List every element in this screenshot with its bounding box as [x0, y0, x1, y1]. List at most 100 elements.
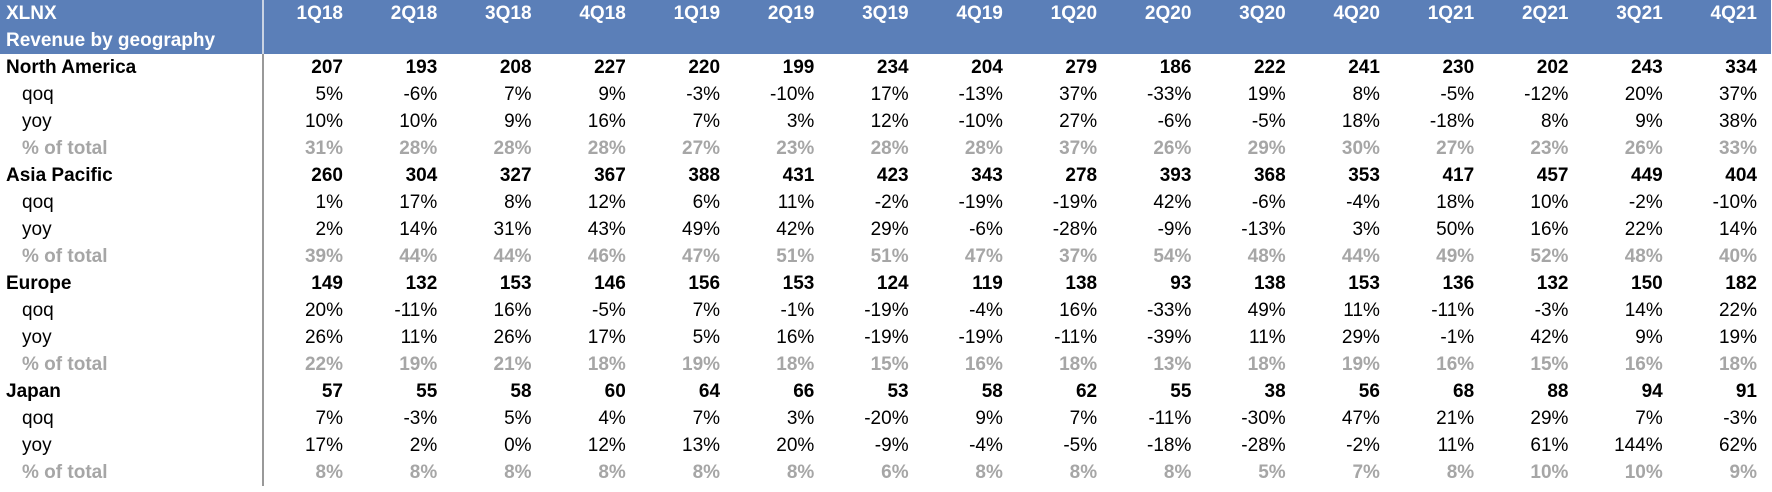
value-cell[interactable]: 33%: [1718, 138, 1757, 159]
value-cell[interactable]: -19%: [958, 327, 1003, 348]
value-cell[interactable]: 16%: [1059, 300, 1098, 321]
value-cell[interactable]: -30%: [1241, 408, 1286, 429]
value-cell[interactable]: 53: [887, 381, 909, 402]
value-cell[interactable]: 37%: [1059, 138, 1098, 159]
ticker-cell[interactable]: XLNX: [0, 0, 264, 27]
value-cell[interactable]: -4%: [1346, 192, 1380, 213]
value-cell[interactable]: 60: [604, 381, 626, 402]
section-title-cell[interactable]: Revenue by geography: [0, 27, 264, 54]
value-cell[interactable]: 44%: [493, 246, 532, 267]
value-cell[interactable]: 230: [1442, 57, 1475, 78]
value-cell[interactable]: 44%: [1341, 246, 1380, 267]
value-cell[interactable]: 222: [1253, 57, 1286, 78]
value-cell[interactable]: -28%: [1241, 435, 1286, 456]
value-cell[interactable]: 227: [594, 57, 626, 78]
value-cell[interactable]: 138: [1065, 273, 1098, 294]
value-cell[interactable]: 2%: [409, 435, 438, 456]
row-label-cell[interactable]: yoy: [0, 432, 264, 459]
value-cell[interactable]: 16%: [776, 327, 815, 348]
value-cell[interactable]: 6%: [881, 462, 909, 483]
value-cell[interactable]: -33%: [1147, 84, 1192, 105]
value-cell[interactable]: 66: [793, 381, 815, 402]
value-cell[interactable]: 46%: [587, 246, 626, 267]
value-cell[interactable]: 0%: [504, 435, 532, 456]
value-cell[interactable]: 26%: [1153, 138, 1192, 159]
row-label-cell[interactable]: yoy: [0, 216, 264, 243]
value-cell[interactable]: -10%: [958, 111, 1003, 132]
value-cell[interactable]: 29%: [1530, 408, 1569, 429]
quarter-header-cell[interactable]: 1Q21: [1393, 0, 1489, 27]
value-cell[interactable]: -9%: [874, 435, 909, 456]
row-label-cell[interactable]: yoy: [0, 324, 264, 351]
value-cell[interactable]: 19%: [1247, 84, 1286, 105]
value-cell[interactable]: 7%: [692, 408, 721, 429]
value-cell[interactable]: 207: [311, 57, 343, 78]
value-cell[interactable]: 12%: [587, 192, 626, 213]
value-cell[interactable]: 2%: [315, 219, 343, 240]
value-cell[interactable]: 9%: [598, 84, 626, 105]
row-label-cell[interactable]: Japan: [0, 378, 264, 405]
value-cell[interactable]: 8%: [692, 462, 721, 483]
value-cell[interactable]: 21%: [1436, 408, 1475, 429]
value-cell[interactable]: 44%: [399, 246, 438, 267]
value-cell[interactable]: 49%: [682, 219, 721, 240]
value-cell[interactable]: 58: [981, 381, 1003, 402]
value-cell[interactable]: 31%: [493, 219, 532, 240]
value-cell[interactable]: -10%: [769, 84, 815, 105]
quarter-header-cell[interactable]: 2Q20: [1111, 0, 1206, 27]
value-cell[interactable]: 16%: [587, 111, 626, 132]
value-cell[interactable]: -2%: [1346, 435, 1380, 456]
value-cell[interactable]: 9%: [975, 408, 1003, 429]
row-label-cell[interactable]: % of total: [0, 135, 264, 162]
value-cell[interactable]: 29%: [1247, 138, 1286, 159]
value-cell[interactable]: 51%: [870, 246, 909, 267]
value-cell[interactable]: 17%: [870, 84, 909, 105]
value-cell[interactable]: -19%: [864, 327, 909, 348]
row-label-cell[interactable]: qoq: [0, 189, 264, 216]
quarter-header-cell[interactable]: 1Q19: [639, 0, 735, 27]
value-cell[interactable]: 18%: [1436, 192, 1475, 213]
value-cell[interactable]: 199: [782, 57, 815, 78]
quarter-header-cell[interactable]: 4Q18: [545, 0, 640, 27]
value-cell[interactable]: 58: [510, 381, 532, 402]
value-cell[interactable]: 37%: [1059, 84, 1098, 105]
value-cell[interactable]: -3%: [686, 84, 721, 105]
value-cell[interactable]: 7%: [1069, 408, 1098, 429]
value-cell[interactable]: 153: [499, 273, 532, 294]
value-cell[interactable]: 10%: [1530, 192, 1569, 213]
value-cell[interactable]: 149: [311, 273, 343, 294]
value-cell[interactable]: 8%: [315, 462, 343, 483]
value-cell[interactable]: -18%: [1147, 435, 1192, 456]
value-cell[interactable]: 8%: [504, 192, 532, 213]
row-label-cell[interactable]: qoq: [0, 405, 264, 432]
value-cell[interactable]: 49%: [1436, 246, 1475, 267]
value-cell[interactable]: 16%: [1530, 219, 1569, 240]
value-cell[interactable]: -39%: [1147, 327, 1192, 348]
value-cell[interactable]: 243: [1631, 57, 1663, 78]
quarter-header-cell[interactable]: 3Q19: [828, 0, 923, 27]
value-cell[interactable]: 417: [1442, 165, 1475, 186]
value-cell[interactable]: 38: [1264, 381, 1286, 402]
value-cell[interactable]: 368: [1253, 165, 1286, 186]
value-cell[interactable]: -1%: [780, 300, 815, 321]
value-cell[interactable]: 38%: [1718, 111, 1757, 132]
value-cell[interactable]: 8%: [1163, 462, 1192, 483]
value-cell[interactable]: -3%: [1534, 300, 1569, 321]
value-cell[interactable]: 17%: [304, 435, 343, 456]
value-cell[interactable]: 43%: [587, 219, 626, 240]
value-cell[interactable]: 62: [1075, 381, 1098, 402]
value-cell[interactable]: 186: [1159, 57, 1192, 78]
value-cell[interactable]: 11%: [400, 327, 438, 348]
value-cell[interactable]: 3%: [1352, 219, 1380, 240]
value-cell[interactable]: -19%: [1052, 192, 1098, 213]
value-cell[interactable]: -9%: [1157, 219, 1192, 240]
value-cell[interactable]: 29%: [870, 219, 909, 240]
value-cell[interactable]: 20%: [1624, 84, 1663, 105]
value-cell[interactable]: 16%: [1624, 354, 1663, 375]
value-cell[interactable]: 14%: [1718, 219, 1757, 240]
value-cell[interactable]: 42%: [1530, 327, 1569, 348]
value-cell[interactable]: -19%: [864, 300, 909, 321]
value-cell[interactable]: 7%: [1635, 408, 1663, 429]
value-cell[interactable]: 8%: [409, 462, 438, 483]
value-cell[interactable]: 19%: [1718, 327, 1757, 348]
